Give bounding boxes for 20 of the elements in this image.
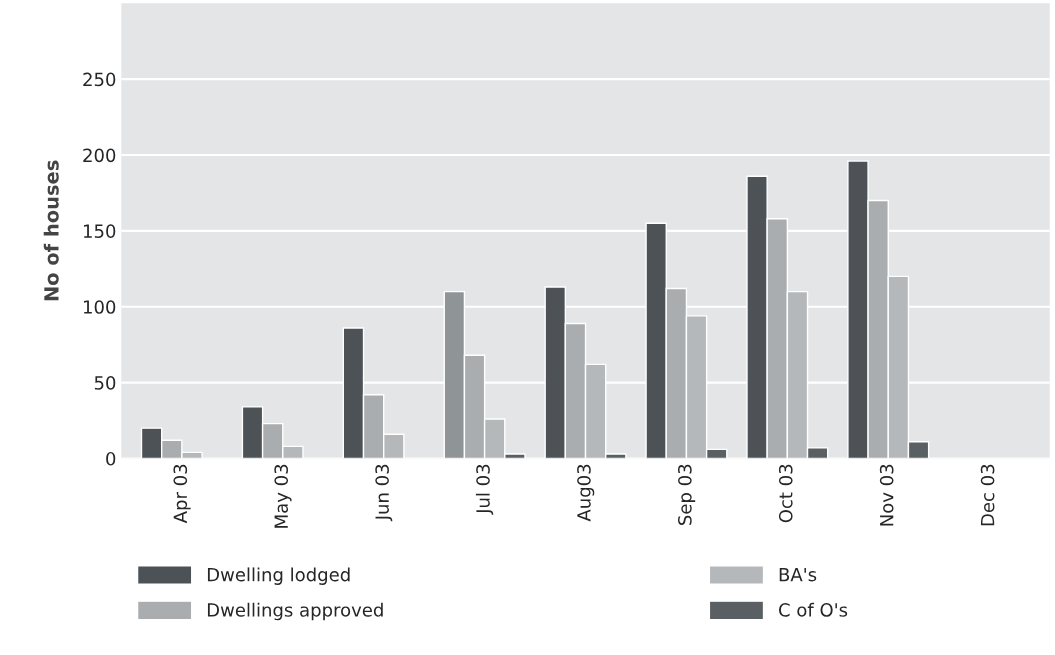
x-tick-label: Dec 03 xyxy=(980,464,995,526)
y-tick-label: 50 xyxy=(94,376,116,390)
x-tick-label: Jun 03 xyxy=(375,464,393,522)
legend-label: BA's xyxy=(779,567,817,582)
y-tick-label: 200 xyxy=(83,148,116,163)
x-tick-label: Nov 03 xyxy=(879,464,894,526)
y-tick-label: 0 xyxy=(106,451,116,466)
y-tick-label: 150 xyxy=(83,224,116,238)
x-tick-label: Sep 03 xyxy=(678,464,696,525)
y-tick-label: 250 xyxy=(83,72,116,87)
y-axis-title: No of houses xyxy=(43,160,59,301)
legend-label: Dwelling lodged xyxy=(207,567,350,585)
x-tick-label: Aug03 xyxy=(577,464,595,522)
y-tick-label: 100 xyxy=(83,300,116,314)
x-tick-label: Apr 03 xyxy=(173,464,191,524)
x-tick-label: May 03 xyxy=(274,464,292,528)
x-tick-label: Jul 03 xyxy=(475,464,494,515)
legend-label: C of O's xyxy=(779,602,848,617)
legend-label: Dwellings approved xyxy=(207,602,383,621)
x-tick-label: Oct 03 xyxy=(778,464,793,523)
